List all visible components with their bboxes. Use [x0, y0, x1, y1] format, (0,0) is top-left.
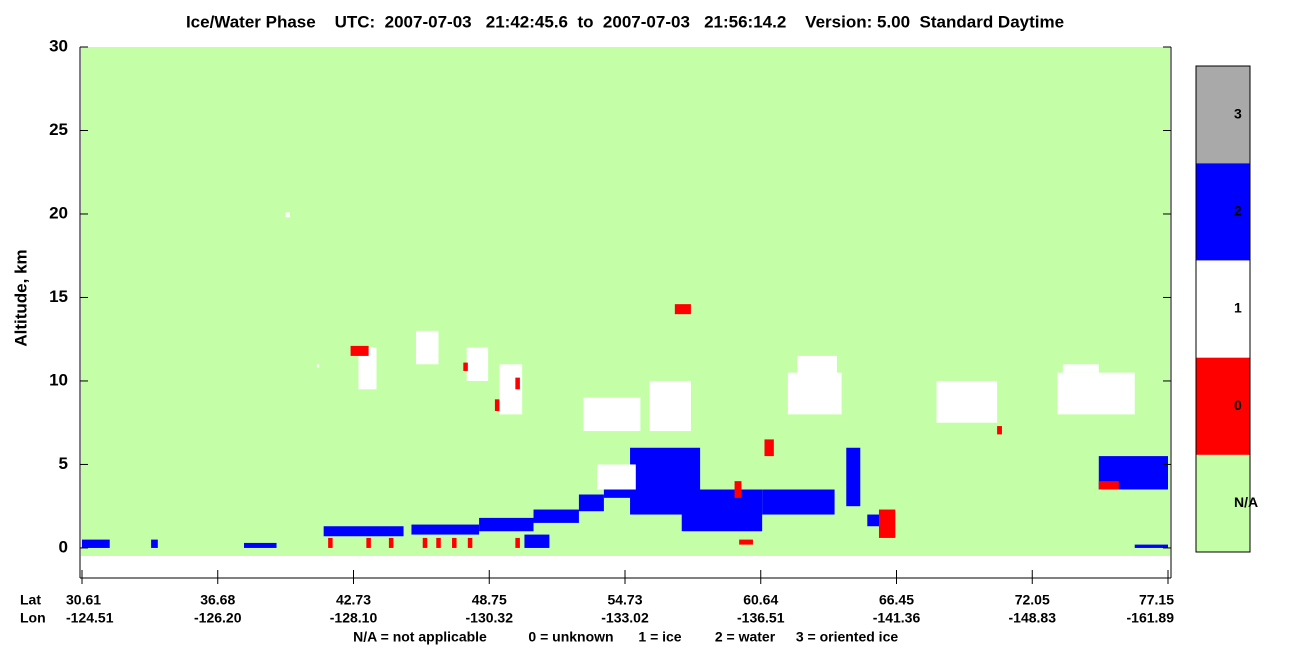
legend-description: 1 = ice	[638, 629, 681, 645]
phase-region	[681, 489, 763, 532]
colorbar-segment	[1196, 357, 1250, 455]
phase-region	[323, 526, 404, 537]
phase-region	[867, 514, 889, 527]
phase-region	[797, 355, 837, 381]
lat-tick-label: 54.73	[607, 592, 642, 608]
lon-tick-label: -161.89	[1127, 610, 1175, 626]
phase-region	[82, 539, 110, 548]
phase-region	[515, 537, 520, 548]
phase-region	[285, 212, 291, 218]
y-tick-label: 30	[49, 36, 68, 55]
lat-tick-label: 77.15	[1139, 592, 1174, 608]
phase-region	[494, 399, 500, 412]
y-tick-label: 5	[59, 454, 68, 473]
lon-tick-label: -148.83	[1009, 610, 1057, 626]
phase-region	[366, 537, 371, 548]
phase-region	[597, 464, 636, 490]
phase-region	[524, 534, 550, 548]
phase-region	[388, 537, 394, 548]
y-tick-label: 10	[49, 370, 68, 389]
phase-region	[1134, 544, 1168, 548]
lon-tick-label: -126.20	[194, 610, 242, 626]
colorbar-segment	[1196, 163, 1250, 261]
y-tick-label: 20	[49, 203, 68, 222]
phase-region	[411, 524, 480, 535]
phase-region	[499, 364, 523, 415]
phase-region	[358, 347, 377, 390]
chart-title: Ice/Water Phase UTC: 2007-07-03 21:42:45…	[186, 12, 1064, 31]
colorbar-frame	[1195, 65, 1251, 553]
phase-region	[739, 539, 753, 545]
lat-tick-label: 30.61	[66, 592, 101, 608]
lon-tick-label: -130.32	[466, 610, 514, 626]
lat-tick-label: 42.73	[336, 592, 371, 608]
phase-region	[328, 537, 333, 548]
phase-region	[151, 539, 158, 548]
lat-tick-label: 60.64	[743, 592, 778, 608]
y-axis-label: Altitude, km	[11, 249, 30, 346]
phase-region	[734, 481, 742, 498]
lat-row-label: Lat	[20, 592, 41, 608]
phase-region	[350, 345, 369, 356]
phase-region	[764, 439, 774, 457]
lat-tick-label: 36.68	[200, 592, 235, 608]
legend-description: 3 = oriented ice	[796, 629, 899, 645]
phase-region	[436, 537, 441, 548]
y-tick-label: 25	[49, 120, 68, 139]
legend-description: 2 = water	[715, 629, 776, 645]
phase-region	[1057, 372, 1135, 415]
phase-region	[452, 537, 457, 548]
colorbar-label: 3	[1234, 105, 1242, 121]
phase-region	[583, 397, 641, 432]
lon-row-label: Lon	[20, 610, 46, 626]
colorbar-segment	[1196, 260, 1250, 358]
phase-region	[466, 347, 489, 381]
lat-tick-label: 72.05	[1015, 592, 1050, 608]
phase-region	[244, 542, 277, 548]
lon-tick-label: -128.10	[330, 610, 378, 626]
y-tick-label: 0	[59, 537, 68, 556]
phase-region	[674, 304, 691, 315]
phase-region	[997, 426, 1002, 435]
colorbar-segment	[1196, 454, 1250, 552]
legend-description: N/A = not applicable	[353, 629, 487, 645]
lon-tick-label: -133.02	[601, 610, 649, 626]
y-tick-label: 15	[49, 287, 68, 306]
phase-region	[649, 380, 691, 432]
phase-region	[467, 537, 473, 548]
lat-tick-label: 48.75	[472, 592, 507, 608]
colorbar-label: N/A	[1234, 494, 1258, 510]
colorbar-label: 2	[1234, 203, 1242, 219]
phase-region	[415, 330, 439, 365]
colorbar-label: 0	[1234, 397, 1242, 413]
phase-region	[846, 447, 861, 507]
phase-region	[533, 509, 579, 523]
lon-tick-label: -124.51	[66, 610, 114, 626]
phase-region	[463, 362, 468, 371]
lon-tick-label: -136.51	[737, 610, 785, 626]
phase-region	[878, 509, 896, 538]
phase-region	[422, 537, 428, 548]
lon-tick-label: -141.36	[873, 610, 921, 626]
colorbar-segment	[1196, 66, 1250, 164]
phase-region	[762, 489, 835, 515]
phase-region	[515, 377, 520, 390]
phase-region	[1062, 364, 1099, 373]
phase-region	[479, 517, 534, 532]
colorbar-label: 1	[1234, 300, 1242, 316]
legend-description: 0 = unknown	[528, 629, 613, 645]
phase-region	[1098, 481, 1119, 490]
phase-region	[578, 494, 604, 512]
lat-tick-label: 66.45	[879, 592, 914, 608]
phase-region	[316, 364, 320, 368]
phase-region	[936, 380, 998, 423]
